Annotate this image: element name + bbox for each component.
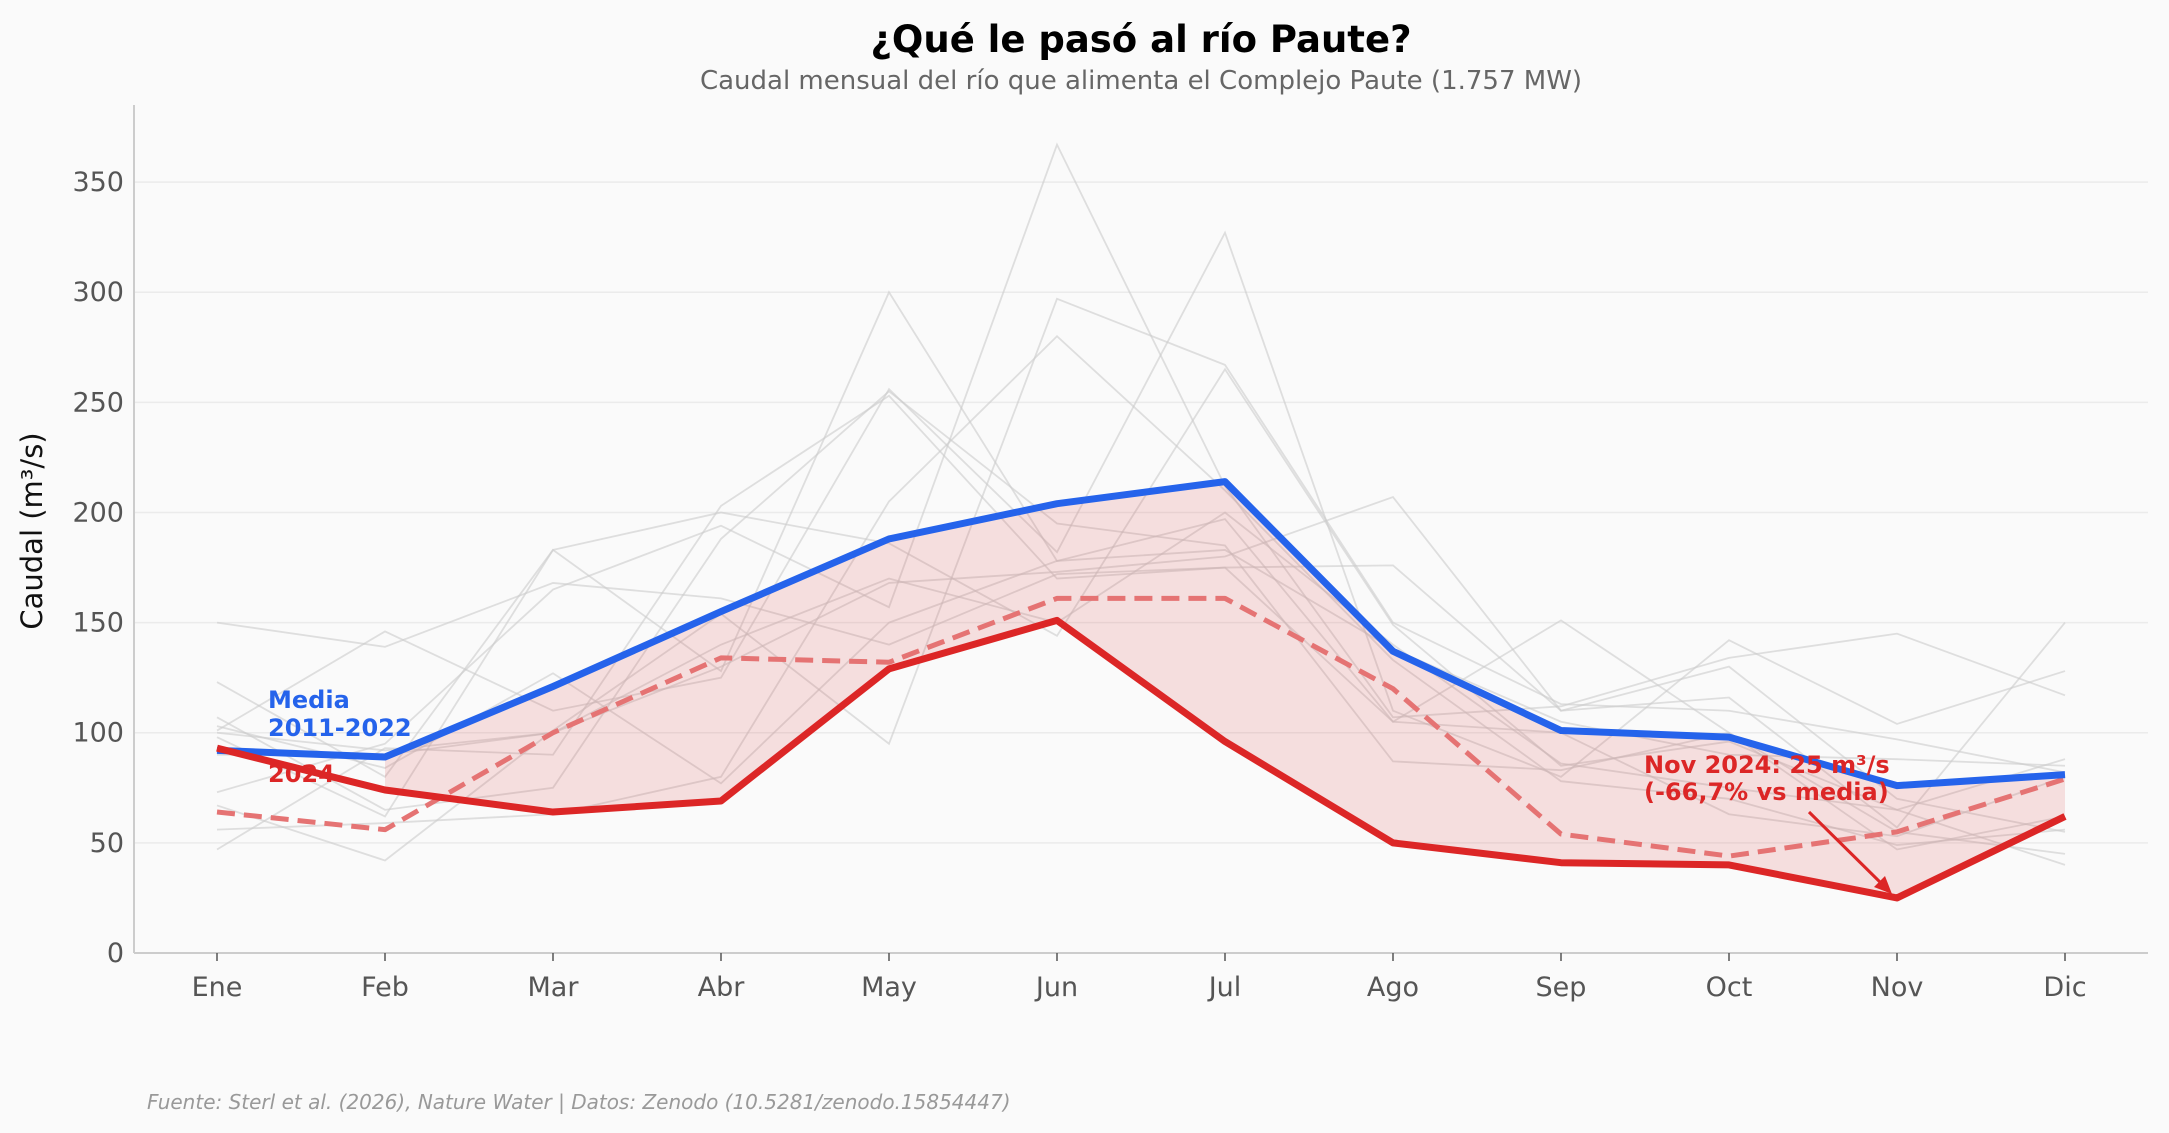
- background-year-line: [216, 335, 2066, 846]
- fill-between: [385, 481, 2065, 898]
- x-tick-label: Ago: [1367, 972, 1419, 1003]
- y-tick-label: 200: [72, 497, 124, 528]
- nov-annotation-arrow: [1807, 810, 1892, 894]
- nov-annotation-line2: (-66,7% vs media): [1644, 778, 1889, 806]
- nov-annotation-line1: Nov 2024: 25 m³/s: [1644, 751, 1890, 779]
- y-tick-label: 300: [72, 277, 124, 308]
- y-tick-label: 50: [90, 828, 124, 859]
- y-tick-label: 250: [72, 387, 124, 418]
- series-lines: [216, 478, 2067, 902]
- y-axis-label: Caudal (m³/s): [15, 432, 49, 629]
- media-label-line1: Media: [268, 686, 350, 714]
- background-year-line: [216, 142, 2066, 794]
- chart-title: ¿Qué le pasó al río Paute?: [870, 18, 1411, 61]
- x-tick-label: Dic: [2043, 972, 2086, 1003]
- series-line-media-2011-2022: [216, 478, 2066, 790]
- background-year-lines: [216, 142, 2066, 866]
- background-year-line: [216, 394, 2066, 851]
- background-year-line: [216, 511, 2066, 811]
- x-tick-label: Feb: [361, 972, 409, 1003]
- y-tick-label: 150: [72, 608, 124, 639]
- x-tick-label: Abr: [698, 972, 746, 1003]
- year-2024-label: 2024: [268, 760, 335, 788]
- x-tick-label: Sep: [1536, 972, 1587, 1003]
- media-label-line2: 2011-2022: [268, 714, 412, 742]
- background-year-line: [216, 290, 2066, 855]
- x-tick-label: Jun: [1034, 972, 1078, 1003]
- y-tick-label: 350: [72, 167, 124, 198]
- footer-source: Fuente: Sterl et al. (2026), Nature Wate…: [147, 1090, 1011, 1114]
- x-tick-label: Mar: [528, 972, 580, 1003]
- fill-area: [385, 481, 2065, 898]
- y-tick-label: 100: [72, 718, 124, 749]
- background-year-line: [216, 390, 2066, 851]
- x-tick-label: May: [861, 972, 917, 1003]
- chart-subtitle: Caudal mensual del río que alimenta el C…: [700, 66, 1582, 96]
- series-line-2024: [216, 616, 2067, 902]
- x-tick-label: Jul: [1207, 972, 1242, 1003]
- axes: 0 50 100 150 200 250 300 350 Ene Feb Mar Abr May Jun J…: [72, 105, 2148, 1003]
- x-tick-label: Nov: [1871, 972, 1924, 1003]
- y-tick-label: 0: [107, 938, 124, 969]
- series-line-dashed: [216, 595, 2066, 859]
- x-tick-label: Ene: [192, 972, 243, 1003]
- background-year-line: [216, 549, 2066, 785]
- gridlines: [134, 181, 2148, 844]
- x-tick-label: Oct: [1706, 972, 1753, 1003]
- background-year-line: [216, 297, 2066, 862]
